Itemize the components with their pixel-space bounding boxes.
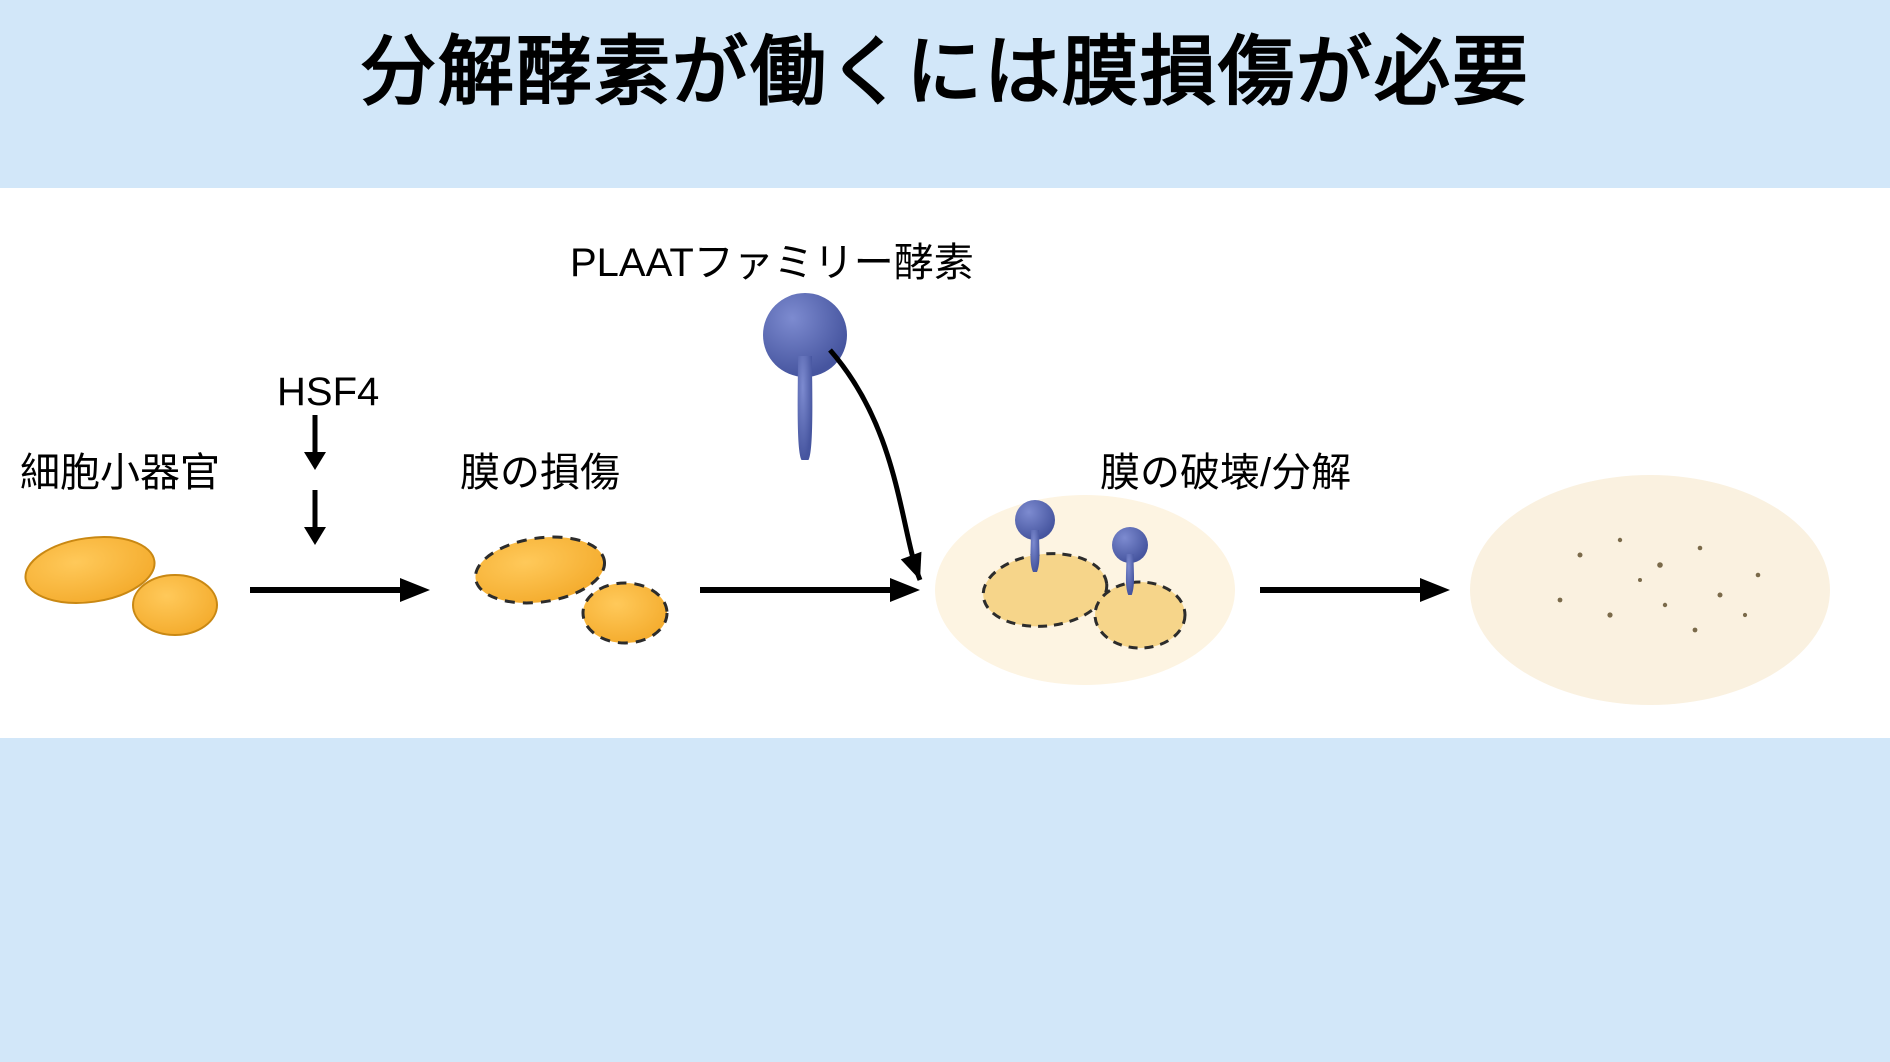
process-diagram bbox=[0, 0, 1890, 1062]
